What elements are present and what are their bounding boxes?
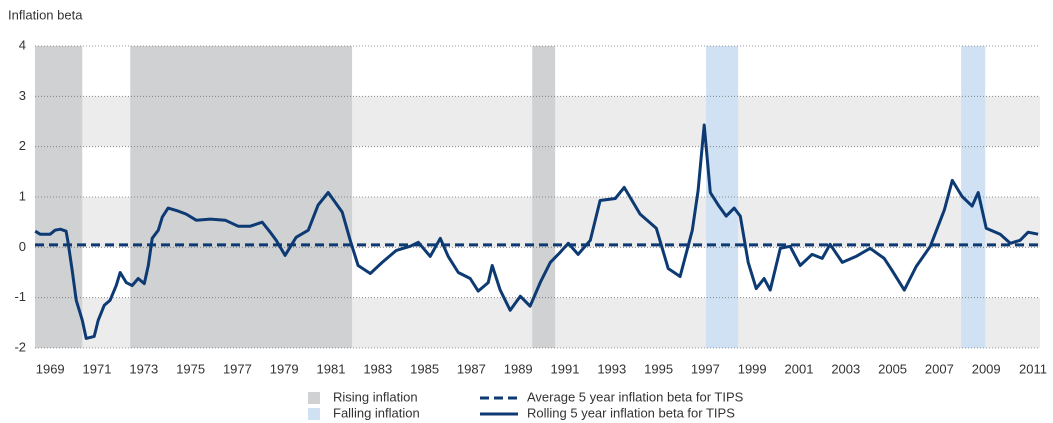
data-line xyxy=(34,123,1039,340)
shaded-region xyxy=(130,46,353,348)
x-tick-label: 1997 xyxy=(691,361,720,376)
legend-swatch xyxy=(308,408,320,420)
y-tick-label: 2 xyxy=(19,138,26,153)
x-tick-label: 1995 xyxy=(644,361,673,376)
y-axis-label: Inflation beta xyxy=(8,7,83,22)
x-tick-label: 1969 xyxy=(36,361,65,376)
y-tick-label: 0 xyxy=(19,239,26,254)
x-tick-label: 1987 xyxy=(457,361,486,376)
legend-label: Rolling 5 year inflation beta for TIPS xyxy=(527,405,735,420)
y-tick-label: 3 xyxy=(19,88,26,103)
y-tick-label: 1 xyxy=(19,188,26,203)
x-tick-label: 1975 xyxy=(176,361,205,376)
x-tick-label: 2009 xyxy=(972,361,1001,376)
x-tick-label: 2001 xyxy=(785,361,814,376)
x-tick-label: 1971 xyxy=(83,361,112,376)
x-tick-label: 1981 xyxy=(317,361,346,376)
x-tick-label: 1983 xyxy=(363,361,392,376)
y-tick-label: -2 xyxy=(14,339,26,354)
x-tick-label: 1979 xyxy=(270,361,299,376)
legend-label: Rising inflation xyxy=(333,389,418,404)
y-tick-label: -1 xyxy=(14,289,26,304)
legend-label: Falling inflation xyxy=(333,405,420,420)
x-tick-label: 2011 xyxy=(1019,361,1047,376)
x-tick-label: 2005 xyxy=(878,361,907,376)
legend-label: Average 5 year inflation beta for TIPS xyxy=(527,389,744,404)
x-tick-label: 1991 xyxy=(551,361,580,376)
x-tick-label: 1993 xyxy=(597,361,626,376)
x-tick-label: 1985 xyxy=(410,361,439,376)
legend-swatch xyxy=(308,392,320,404)
x-tick-label: 1989 xyxy=(504,361,533,376)
shaded-region xyxy=(532,46,556,348)
x-tick-label: 1999 xyxy=(738,361,767,376)
shaded-region xyxy=(35,46,83,348)
x-tick-label: 2003 xyxy=(831,361,860,376)
x-tick-label: 1977 xyxy=(223,361,252,376)
x-tick-label: 2007 xyxy=(925,361,954,376)
y-tick-label: 4 xyxy=(19,37,26,52)
x-tick-label: 1973 xyxy=(129,361,158,376)
